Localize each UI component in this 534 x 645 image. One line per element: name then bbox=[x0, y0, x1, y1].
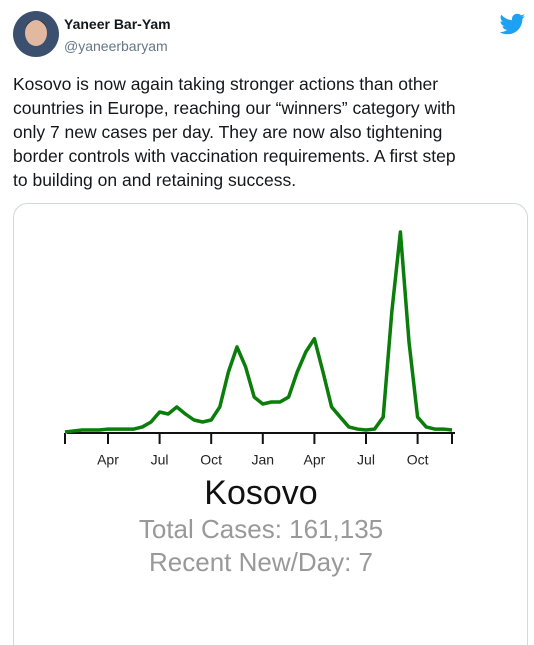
x-tick-label: Oct bbox=[407, 452, 429, 468]
tweet-line: Kosovo is now again taking stronger acti… bbox=[13, 74, 439, 94]
tweet-line: to building on and retaining success. bbox=[13, 170, 297, 190]
tweet-line: countries in Europe, reaching our “winne… bbox=[13, 98, 456, 118]
chart-title: Kosovo bbox=[204, 474, 317, 512]
chart-subtitle: Total Cases: 161,135 bbox=[139, 514, 383, 544]
x-tick-label: Jul bbox=[151, 452, 169, 468]
user-handle[interactable]: @yaneerbaryam bbox=[64, 38, 168, 54]
tweet-line: only 7 new cases per day. They are now a… bbox=[13, 122, 443, 142]
avatar-face bbox=[25, 20, 47, 46]
chart-subtitle: Recent New/Day: 7 bbox=[149, 547, 373, 577]
x-tick-label: Jan bbox=[252, 452, 275, 468]
data-line bbox=[64, 230, 453, 434]
x-tick-label: Oct bbox=[200, 452, 222, 468]
x-tick-label: Apr bbox=[304, 452, 326, 468]
tweet-text: Kosovo is now again taking stronger acti… bbox=[13, 72, 456, 192]
tweet-line: border controls with vaccination require… bbox=[13, 146, 456, 166]
x-tick-label: Jul bbox=[357, 452, 375, 468]
user-name[interactable]: Yaneer Bar-Yam bbox=[64, 16, 171, 32]
avatar-hair bbox=[25, 20, 47, 28]
twitter-logo[interactable] bbox=[499, 13, 525, 35]
media-card bbox=[13, 203, 528, 645]
x-tick-label: Apr bbox=[97, 452, 119, 468]
